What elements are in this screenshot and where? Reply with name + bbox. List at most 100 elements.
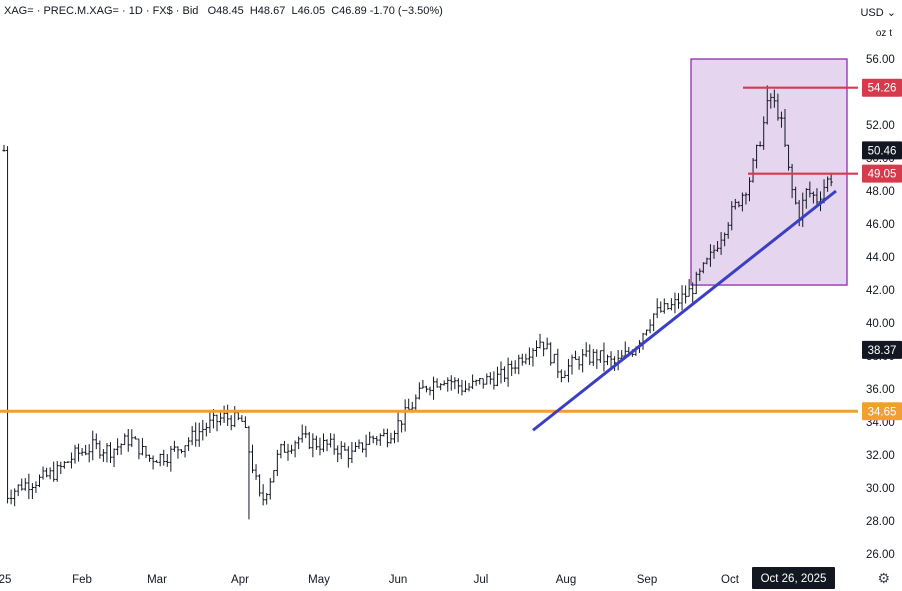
ohlc-bar — [460, 379, 464, 396]
ohlc-bar — [794, 186, 798, 205]
ohlc-bar — [779, 111, 784, 128]
ohlc-bar — [314, 435, 318, 450]
ohlc-bar — [357, 439, 361, 449]
low-value: 46.05 — [297, 5, 326, 17]
ohlc-bar — [826, 176, 830, 192]
ohlc-bar — [258, 474, 262, 497]
ohlc-bar — [602, 342, 606, 372]
ohlc-bar — [659, 301, 663, 313]
ohlc-bar — [297, 436, 301, 450]
ohlc-bar — [719, 232, 723, 255]
ohlc-bar — [598, 350, 602, 363]
ohlc-bar — [119, 443, 123, 455]
ohlc-bar — [506, 357, 510, 387]
ohlc-bar — [776, 93, 780, 121]
ohlc-bar — [261, 484, 265, 506]
ohlc-bar — [84, 444, 88, 456]
ohlc-bar — [755, 144, 759, 169]
ohlc-bar — [233, 406, 237, 428]
close-label: C — [331, 5, 340, 17]
ohlc-bar — [247, 425, 251, 520]
ohlc-bar — [616, 350, 620, 371]
ohlc-bar — [545, 337, 549, 350]
gear-icon[interactable]: ⚙ — [877, 570, 890, 586]
ohlc-bar — [80, 447, 84, 456]
ohlc-bar — [424, 385, 429, 393]
ohlc-bar — [829, 174, 833, 187]
ohlc-bar — [130, 429, 134, 448]
x-tick-label: May — [308, 574, 330, 586]
interval[interactable]: 1D — [128, 5, 143, 17]
ohlc-bar — [481, 378, 485, 389]
ohlc-bar — [542, 341, 546, 357]
ohlc-bar — [254, 464, 258, 480]
ohlc-bar — [701, 262, 705, 274]
ohlc-bar — [48, 467, 52, 480]
ohlc-bar — [435, 378, 439, 388]
y-tick-label: 48.00 — [866, 186, 895, 198]
ohlc-bar — [478, 377, 482, 385]
ohlc-bar — [591, 348, 595, 367]
ohlc-bar — [243, 416, 247, 429]
symbol[interactable]: XAG= — [4, 5, 34, 17]
ohlc-bar — [708, 244, 713, 267]
ohlc-bar — [343, 442, 347, 451]
support-tag — [862, 402, 902, 421]
ohlc-bar — [573, 350, 578, 360]
ohlc-bar — [353, 442, 358, 452]
ohlc-bar — [385, 428, 389, 448]
ohlc-bar — [98, 440, 102, 459]
ohlc-bar — [517, 354, 521, 375]
ohlc-bar — [556, 348, 560, 378]
ohlc-bar — [698, 268, 702, 281]
ohlc-bar — [311, 433, 315, 458]
ohlc-bar — [155, 459, 159, 463]
change-pct: (−3.50%) — [397, 5, 443, 17]
ohlc-bar — [293, 440, 297, 458]
ohlc-bar — [87, 444, 91, 463]
ohlc-bar — [680, 285, 684, 311]
ohlc-bar — [747, 177, 752, 202]
ohlc-bar — [769, 93, 773, 109]
ohlc-bar — [30, 483, 34, 500]
x-tick-label: Apr — [231, 574, 249, 586]
last-price-label: 50.46 — [868, 145, 897, 157]
ohlc-bar — [559, 369, 563, 383]
ohlc-bar — [179, 449, 184, 454]
ohlc-bar — [595, 349, 599, 369]
trendline — [532, 189, 837, 432]
ohlc-bar — [368, 431, 372, 445]
y-tick-label: 42.00 — [866, 285, 895, 297]
ohlc-bar — [428, 386, 432, 396]
ohlc-bar — [69, 452, 74, 469]
ohlc-bar — [16, 484, 20, 497]
ohlc-bar — [524, 353, 528, 365]
ohlc-bar — [762, 116, 766, 150]
ohlc-bar — [815, 188, 819, 208]
ohlc-bar — [421, 380, 425, 389]
ohlc-bar — [410, 401, 414, 410]
ohlc-bar — [282, 440, 287, 453]
ohlc-bar — [396, 411, 400, 443]
ohlc-bar — [240, 415, 244, 422]
ohlc-bar — [250, 444, 255, 474]
ohlc-bar — [811, 191, 815, 204]
ohlc-bar — [215, 414, 219, 432]
ohlc-bar — [73, 444, 77, 464]
ohlc-bar — [336, 445, 340, 463]
ohlc-bar — [726, 222, 730, 239]
ohlc-bar — [733, 198, 737, 210]
ohlc-bar — [808, 181, 812, 198]
y-tick-label: 52.00 — [866, 120, 895, 132]
ohlc-bar — [442, 380, 446, 386]
x-tick-label: Jun — [389, 574, 408, 586]
ohlc-bar — [676, 293, 681, 309]
currency-selector[interactable]: USD ⌄ — [860, 6, 896, 19]
unit-label[interactable]: oz t — [875, 28, 892, 39]
ohlc-bar — [694, 271, 698, 295]
change-value: -1.70 — [369, 5, 395, 17]
ohlc-bar — [5, 146, 10, 504]
ohlc-bar — [570, 354, 574, 375]
ohlc-bar — [723, 232, 727, 247]
